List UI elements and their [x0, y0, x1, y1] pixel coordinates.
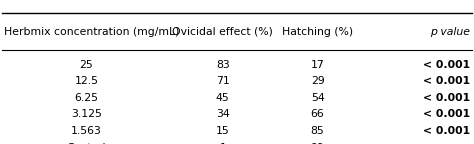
Text: 17: 17	[310, 60, 325, 70]
Text: 83: 83	[216, 60, 230, 70]
Text: 34: 34	[216, 109, 230, 120]
Text: Ovicidal effect (%): Ovicidal effect (%)	[173, 27, 273, 37]
Text: 29: 29	[310, 76, 325, 86]
Text: < 0.001: < 0.001	[423, 93, 470, 103]
Text: p value: p value	[430, 27, 470, 37]
Text: 1: 1	[219, 143, 226, 144]
Text: Control: Control	[67, 143, 106, 144]
Text: -: -	[466, 143, 470, 144]
Text: 45: 45	[216, 93, 230, 103]
Text: 99: 99	[310, 143, 325, 144]
Text: 71: 71	[216, 76, 230, 86]
Text: 6.25: 6.25	[74, 93, 99, 103]
Text: 54: 54	[310, 93, 325, 103]
Text: 3.125: 3.125	[71, 109, 102, 120]
Text: 66: 66	[310, 109, 325, 120]
Text: < 0.001: < 0.001	[423, 76, 470, 86]
Text: 12.5: 12.5	[74, 76, 99, 86]
Text: Hatching (%): Hatching (%)	[282, 27, 353, 37]
Text: 85: 85	[310, 126, 325, 136]
Text: 1.563: 1.563	[71, 126, 102, 136]
Text: < 0.001: < 0.001	[423, 126, 470, 136]
Text: < 0.001: < 0.001	[423, 109, 470, 120]
Text: 25: 25	[80, 60, 93, 70]
Text: < 0.001: < 0.001	[423, 60, 470, 70]
Text: 15: 15	[216, 126, 230, 136]
Text: Herbmix concentration (mg/mL): Herbmix concentration (mg/mL)	[4, 27, 180, 37]
